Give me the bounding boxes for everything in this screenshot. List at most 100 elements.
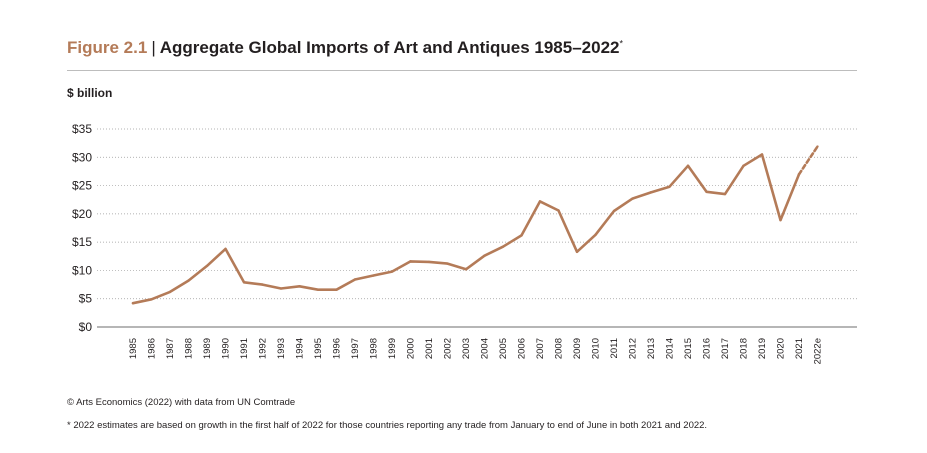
series-line-estimate	[797, 145, 819, 176]
y-tick-label: $15	[72, 235, 92, 249]
data-point-1997	[353, 278, 357, 281]
x-axis-ticks: 1985 1986 1987 1988 1989 1990 1991 1992 1993 1994…	[128, 338, 824, 364]
x-tick-label: 1998	[369, 338, 380, 359]
y-tick-label: $25	[72, 179, 92, 193]
data-point-2020	[779, 218, 782, 222]
title-asterisk: *	[619, 38, 623, 49]
data-point-2013	[649, 191, 653, 194]
data-point-2002	[446, 262, 449, 265]
data-point-2018	[742, 164, 745, 167]
x-tick-label: 2019	[757, 338, 768, 359]
y-tick-label: $5	[79, 292, 93, 306]
title-rule	[67, 70, 857, 71]
x-tick-label: 1987	[165, 338, 176, 359]
data-point-1999	[390, 270, 394, 273]
title-text: Aggregate Global Imports of Art and Anti…	[159, 38, 620, 57]
chart-title: Figure 2.1 | Aggregate Global Imports of A…	[67, 38, 623, 58]
y-tick-label: $10	[72, 263, 92, 277]
x-tick-label: 2021	[794, 338, 805, 359]
x-tick-label: 1991	[239, 338, 250, 359]
x-tick-label: 2000	[406, 338, 417, 359]
x-tick-label: 1993	[276, 338, 287, 359]
data-point-1991	[242, 281, 246, 284]
x-tick-label: 2013	[646, 338, 657, 359]
y-axis-unit-label: $ billion	[67, 86, 113, 100]
data-point-2014	[668, 185, 671, 188]
x-tick-label: 2006	[517, 338, 528, 359]
data-point-2010	[594, 233, 597, 236]
data-point-2016	[705, 190, 708, 193]
series-line-actual	[131, 153, 801, 305]
data-point-1987	[168, 290, 172, 294]
x-tick-label: 2018	[739, 338, 750, 359]
x-tick-label: 2014	[665, 338, 676, 359]
data-point-2009	[575, 250, 579, 253]
data-point-1990	[224, 247, 227, 251]
x-tick-label: 1986	[147, 338, 158, 359]
data-point-2012	[631, 197, 634, 200]
data-point-2011	[612, 209, 616, 213]
x-tick-label: 2020	[776, 338, 787, 359]
x-tick-label: 1988	[184, 338, 195, 359]
series-lines	[131, 145, 819, 305]
x-tick-label: 2005	[498, 338, 509, 359]
title-separator: |	[151, 38, 156, 57]
data-point-2019	[760, 153, 764, 156]
data-point-2008	[557, 209, 560, 212]
x-tick-label: 1985	[128, 338, 139, 359]
x-tick-label: 2004	[480, 338, 491, 359]
x-tick-label: 2011	[609, 338, 620, 358]
data-point-1993	[279, 287, 283, 290]
x-tick-label: 2012	[628, 338, 639, 359]
data-point-2006	[520, 234, 523, 237]
x-tick-label: 1995	[313, 338, 324, 359]
data-point-2005	[501, 245, 505, 248]
source-note: © Arts Economics (2022) with data from U…	[67, 397, 296, 408]
y-tick-label: $20	[72, 207, 92, 221]
footnote: * 2022 estimates are based on growth in …	[67, 420, 708, 431]
data-point-2007	[538, 200, 542, 203]
data-point-2021	[797, 173, 801, 176]
x-tick-label: 2009	[572, 338, 583, 359]
x-tick-label: 2002	[443, 338, 454, 359]
x-tick-label: 2001	[424, 338, 435, 359]
x-tick-label: 2015	[683, 338, 694, 359]
data-point-2001	[427, 260, 431, 264]
data-point-2015	[686, 164, 690, 167]
x-tick-label: 2007	[535, 338, 546, 359]
x-tick-label: 1989	[202, 338, 213, 359]
x-tick-label: 2016	[702, 338, 713, 359]
data-point-1996	[335, 288, 338, 291]
data-point-2004	[483, 254, 486, 257]
data-point-1989	[205, 264, 209, 268]
x-tick-label: 1997	[350, 338, 361, 359]
figure-label: Figure 2.1	[67, 38, 148, 57]
y-axis-ticks: $0 $5 $10 $15 $20 $25 $30 $35	[72, 122, 92, 334]
grid-lines	[97, 128, 857, 328]
data-point-1985	[131, 302, 135, 305]
data-point-2003	[464, 268, 468, 271]
x-tick-label: 1990	[221, 338, 232, 359]
x-tick-label: 1999	[387, 338, 398, 359]
x-tick-label: 2008	[554, 338, 565, 359]
x-tick-label: 2010	[591, 338, 602, 359]
y-tick-label: $30	[72, 150, 92, 164]
x-tick-label: 1996	[332, 338, 343, 359]
data-point-1995	[316, 288, 320, 291]
y-tick-label: $0	[79, 320, 93, 334]
data-point-1992	[261, 283, 264, 286]
x-tick-label: 2003	[461, 338, 472, 359]
data-point-1994	[298, 285, 301, 288]
data-point-2000	[409, 260, 412, 263]
data-point-2022e	[816, 145, 819, 148]
data-point-2017	[723, 192, 727, 196]
x-tick-label: 1992	[258, 338, 269, 359]
x-tick-label: 1994	[295, 338, 306, 359]
x-tick-label: 2022e	[813, 338, 824, 364]
y-tick-label: $35	[72, 122, 92, 136]
data-point-1988	[187, 279, 190, 282]
data-point-1998	[372, 274, 375, 277]
x-tick-label: 2017	[720, 338, 731, 359]
data-point-1986	[150, 298, 153, 301]
